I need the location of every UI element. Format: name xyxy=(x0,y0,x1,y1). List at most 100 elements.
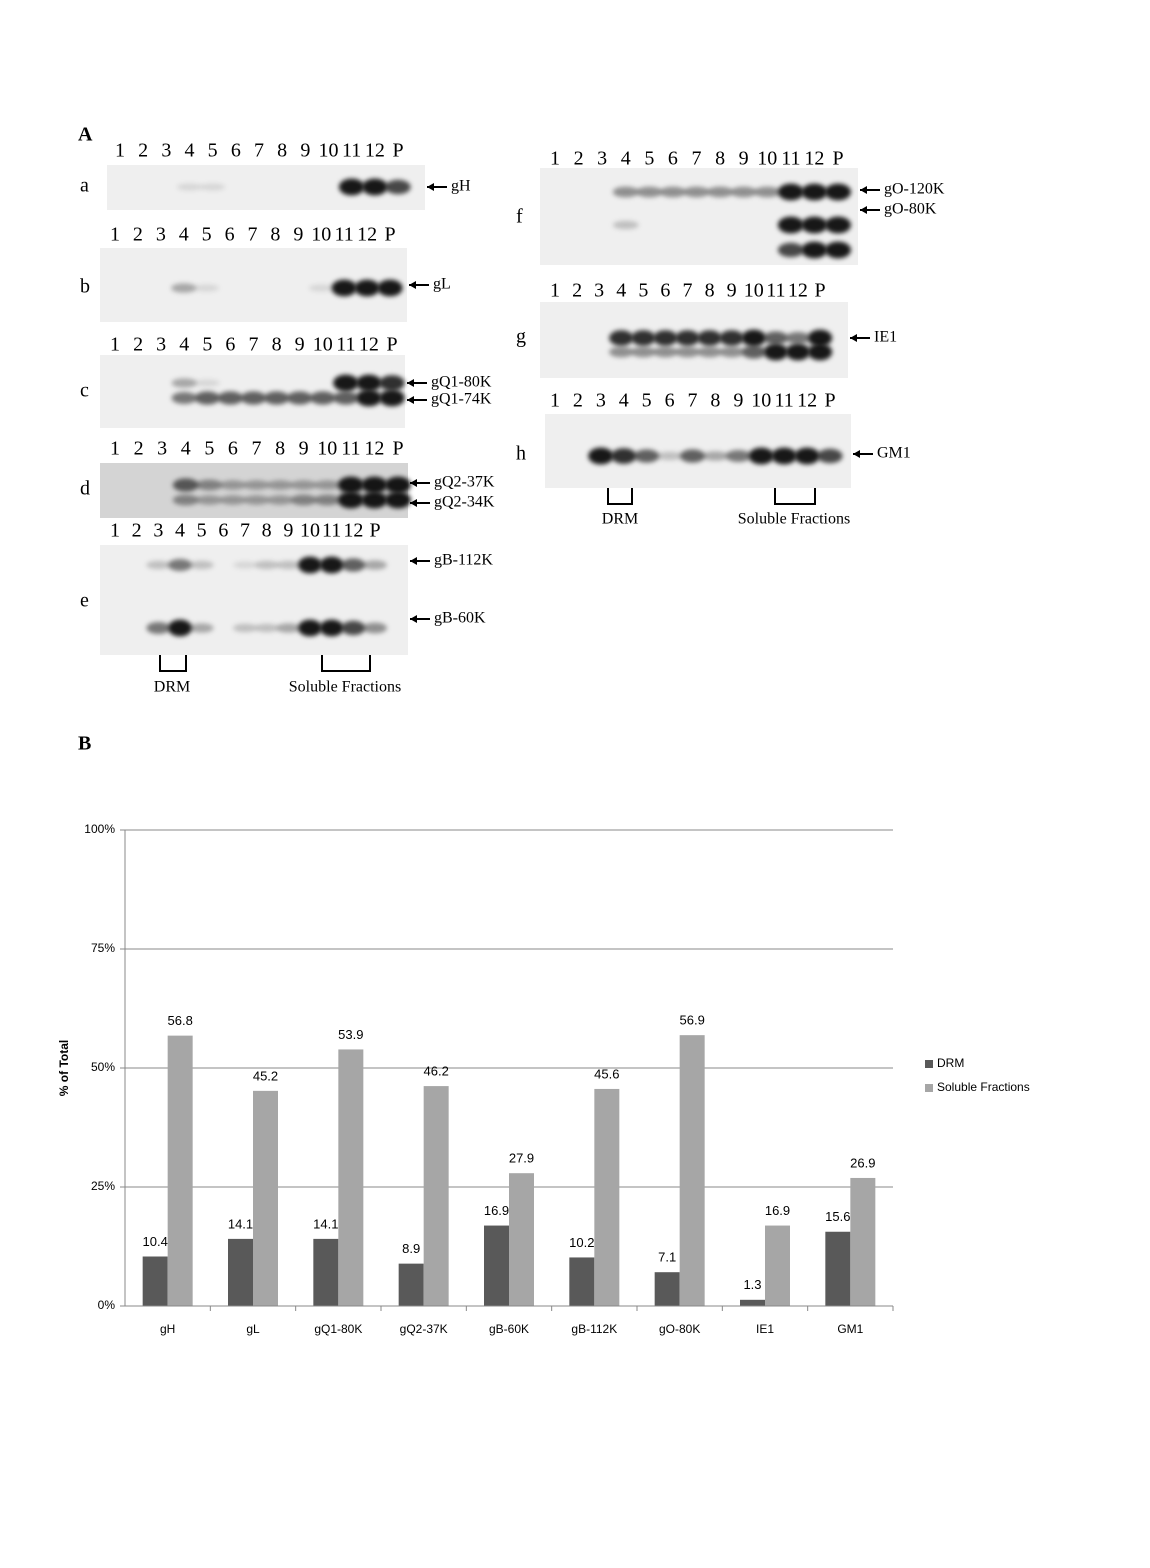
lane-number: P xyxy=(392,140,403,162)
blot-band xyxy=(199,183,226,191)
blot-band xyxy=(612,220,639,230)
blot-band xyxy=(385,491,411,509)
legend-swatch xyxy=(925,1084,933,1092)
marker-label: gB-112K xyxy=(434,552,493,569)
bar xyxy=(338,1049,364,1306)
blot-band xyxy=(817,448,843,464)
lane-number: 9 xyxy=(733,390,743,412)
marker-arrowhead xyxy=(410,479,417,487)
blot-band xyxy=(263,391,290,405)
blot-band xyxy=(719,346,744,358)
blot-band xyxy=(730,186,757,198)
blot-band xyxy=(363,560,387,570)
marker-label: gQ1-74K xyxy=(431,391,492,408)
blot-band xyxy=(146,560,171,570)
blot-band xyxy=(337,476,364,494)
lane-number: 12 xyxy=(359,334,379,356)
blot-band xyxy=(741,329,766,347)
lane-number: 1 xyxy=(550,390,560,412)
bar xyxy=(423,1086,449,1306)
lane-number: 3 xyxy=(161,140,171,162)
lane-number: 5 xyxy=(644,148,654,170)
blot-band xyxy=(333,391,359,405)
blot-band xyxy=(385,476,411,494)
lane-number: 9 xyxy=(739,148,749,170)
lane-number: 9 xyxy=(283,520,293,542)
bracket-label: DRM xyxy=(154,679,190,696)
blot-band xyxy=(233,623,257,633)
bar xyxy=(398,1263,424,1306)
blot-band xyxy=(777,242,804,258)
blot-band xyxy=(754,186,781,198)
blot-band xyxy=(801,241,828,259)
lane-number: 7 xyxy=(248,224,258,246)
blot-band xyxy=(825,241,851,259)
blot-band xyxy=(707,186,734,198)
blot-band xyxy=(146,622,171,634)
y-axis-label: % of Total xyxy=(57,1040,71,1096)
lane-number: 5 xyxy=(197,520,207,542)
value-label: 10.2 xyxy=(569,1235,594,1250)
blot-letter: g xyxy=(516,326,526,348)
blot-band xyxy=(683,186,710,198)
lane-number: 5 xyxy=(202,334,212,356)
bar xyxy=(740,1299,765,1306)
blot-band xyxy=(361,491,388,509)
lane-number: 6 xyxy=(665,390,675,412)
blot-band xyxy=(298,619,322,637)
bracket-label: Soluble Fractions xyxy=(289,679,401,696)
lane-number: P xyxy=(386,334,397,356)
lane-number: P xyxy=(832,148,843,170)
lane-number: 11 xyxy=(781,148,800,170)
x-tick-label: gB-112K xyxy=(571,1322,617,1336)
lane-number: 11 xyxy=(336,334,355,356)
blot-band xyxy=(194,391,221,405)
blot-band xyxy=(697,330,722,346)
blot-band xyxy=(217,391,244,405)
lane-number: 3 xyxy=(596,390,606,412)
lane-number: 8 xyxy=(277,140,287,162)
blot-band xyxy=(763,331,788,345)
lane-number: 10 xyxy=(744,280,764,302)
lane-number: 6 xyxy=(218,520,228,542)
x-tick-label: gL xyxy=(246,1322,260,1336)
marker-label: gH xyxy=(451,178,471,195)
blot-band xyxy=(631,346,656,358)
lane-number: 2 xyxy=(573,390,583,412)
lane-number: 9 xyxy=(299,438,309,460)
panel-label: A xyxy=(78,124,93,146)
value-label: 14.1 xyxy=(313,1216,338,1231)
lane-number: 5 xyxy=(202,224,212,246)
lane-number: 6 xyxy=(225,334,235,356)
blot-band xyxy=(785,343,811,361)
lane-number: 7 xyxy=(240,520,250,542)
lane-number: 10 xyxy=(319,140,339,162)
value-label: 8.9 xyxy=(402,1241,420,1256)
blot-band xyxy=(725,450,751,462)
lane-number: 4 xyxy=(179,334,189,356)
blot-band xyxy=(785,332,811,344)
blot-band xyxy=(319,619,344,637)
blot-band xyxy=(675,330,700,346)
lane-number: 2 xyxy=(134,438,144,460)
blot-letter: a xyxy=(80,175,89,197)
lane-number: 12 xyxy=(343,520,363,542)
blot xyxy=(100,463,408,518)
lane-number: 3 xyxy=(597,148,607,170)
blot-band xyxy=(771,447,797,465)
x-tick-label: GM1 xyxy=(837,1322,863,1336)
blot-band xyxy=(189,560,214,570)
legend-swatch xyxy=(925,1060,933,1068)
bar xyxy=(484,1225,509,1306)
lane-number: 4 xyxy=(621,148,631,170)
lane-number: 12 xyxy=(797,390,817,412)
marker-arrowhead xyxy=(410,557,417,565)
blot-band xyxy=(807,329,833,347)
blot-band xyxy=(777,216,804,234)
lane-number: 6 xyxy=(225,224,235,246)
value-label: 7.1 xyxy=(658,1250,676,1265)
blot-band xyxy=(194,284,220,292)
marker-label: gL xyxy=(433,276,451,293)
blot-band xyxy=(807,343,833,361)
bracket xyxy=(607,488,633,505)
